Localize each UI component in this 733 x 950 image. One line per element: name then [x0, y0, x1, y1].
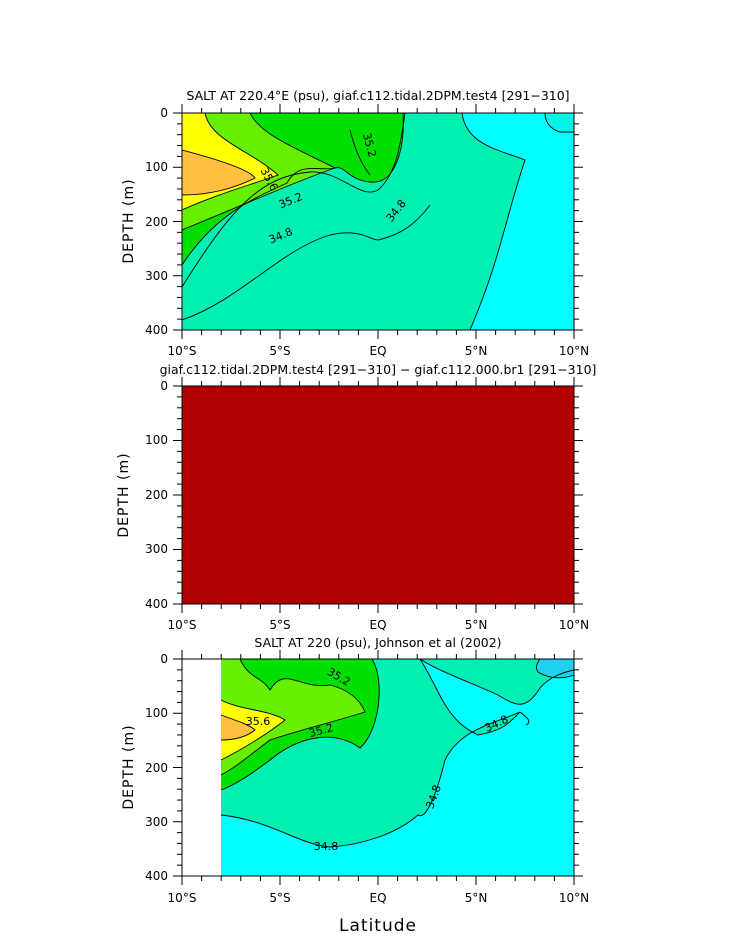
p3-ytick-0: 0 — [160, 652, 168, 666]
p1-ytick-400: 400 — [145, 323, 168, 337]
p3-contour-d — [220, 659, 380, 791]
p3-ytick-100: 100 — [145, 706, 168, 720]
panel1-title: SALT AT 220.4°E (psu), giaf.c112.tidal.2… — [186, 88, 569, 103]
panel3-title: SALT AT 220 (psu), Johnson et al (2002) — [254, 635, 501, 650]
p1-x-ticklabels: 10°S 5°S EQ 5°N 10°N — [168, 344, 590, 358]
panel-observed-salinity: SALT AT 220 (psu), Johnson et al (2002) … — [121, 635, 589, 936]
p3-band-34-8 — [221, 659, 574, 705]
p1-ytick-200: 200 — [145, 215, 168, 229]
p3-ylabel: DEPTH (m) — [121, 724, 137, 809]
p2-xtick-eq: EQ — [369, 618, 386, 632]
p3-contour-g — [536, 659, 574, 679]
p2-fill — [182, 386, 574, 604]
p3-ytick-200: 200 — [145, 761, 168, 775]
p1-contour-f — [461, 113, 526, 330]
p3-xlabel: Latitude — [339, 916, 417, 936]
p3-band-gt-35-6 — [221, 715, 255, 740]
p1-contour-h — [182, 204, 431, 321]
p2-ytick-300: 300 — [145, 542, 168, 556]
p1-band-gt-35-6 — [182, 150, 255, 195]
p2-y-ticklabels: 0 100 200 300 400 — [145, 379, 168, 611]
p1-contour-a — [182, 149, 256, 196]
p3-ytick-300: 300 — [145, 815, 168, 829]
p1-contour-g — [544, 113, 574, 133]
p3-contour-e — [220, 659, 521, 848]
p2-axes — [173, 377, 583, 613]
p3-contour-c — [220, 659, 366, 776]
p3-fill: 35.2 35.6 35.2 34.8 34.8 34.8 — [220, 659, 574, 876]
p1-band-34-8-cyan-patch — [512, 113, 574, 132]
p3-x-ticklabels: 10°S 5°S EQ 5°N 10°N — [168, 891, 590, 905]
p3-band-deep-cyan — [536, 659, 574, 678]
p3-label-6: 34.8 — [314, 840, 339, 853]
p1-ytick-0: 0 — [160, 106, 168, 120]
p2-ytick-0: 0 — [160, 379, 168, 393]
p2-ytick-100: 100 — [145, 433, 168, 447]
p3-band-35-4 — [221, 659, 365, 775]
p2-x-ticklabels: 10°S 5°S EQ 5°N 10°N — [168, 618, 590, 632]
p3-y-ticklabels: 0 100 200 300 400 — [145, 652, 168, 883]
panel-difference: giaf.c112.tidal.2DPM.test4 [291−310] − g… — [116, 362, 596, 632]
p2-xtick-10s: 10°S — [168, 618, 197, 632]
p3-axes — [173, 650, 583, 885]
p3-xtick-10s: 10°S — [168, 891, 197, 905]
p3-xtick-5s: 5°S — [269, 891, 290, 905]
p3-xtick-5n: 5°N — [465, 891, 488, 905]
p3-contour-b — [220, 699, 286, 761]
p3-ytick-400: 400 — [145, 869, 168, 883]
p1-ytick-100: 100 — [145, 160, 168, 174]
p3-contour-h — [519, 711, 530, 726]
p3-contour-f — [419, 659, 574, 705]
p1-label-2: 35.2 — [360, 132, 379, 159]
p3-xtick-eq: EQ — [369, 891, 386, 905]
p1-xtick-10s: 10°S — [168, 344, 197, 358]
p1-xtick-10n: 10°N — [559, 344, 589, 358]
p1-xtick-5n: 5°N — [465, 344, 488, 358]
p3-contour-a — [220, 714, 256, 741]
p1-axes — [173, 104, 583, 339]
p1-ytick-300: 300 — [145, 269, 168, 283]
p1-contour-i — [349, 129, 371, 176]
p1-contour-b — [182, 113, 279, 211]
p1-y-ticklabels: 0 100 200 300 400 — [145, 106, 168, 337]
p1-contour-e — [182, 113, 406, 288]
p2-xtick-5s: 5°S — [269, 618, 290, 632]
panel2-title: giaf.c112.tidal.2DPM.test4 [291−310] − g… — [160, 362, 597, 377]
p2-ytick-400: 400 — [145, 597, 168, 611]
p3-label-2: 35.6 — [246, 715, 271, 728]
p1-xtick-5s: 5°S — [269, 344, 290, 358]
p2-xtick-10n: 10°N — [559, 618, 589, 632]
p2-ytick-200: 200 — [145, 488, 168, 502]
p3-label-3: 35.2 — [308, 721, 335, 740]
p2-xtick-5n: 5°N — [465, 618, 488, 632]
p2-ylabel: DEPTH (m) — [116, 452, 132, 537]
p1-ylabel: DEPTH (m) — [121, 178, 137, 263]
panel-model-salinity: SALT AT 220.4°E (psu), giaf.c112.tidal.2… — [121, 88, 589, 358]
p3-xtick-10n: 10°N — [559, 891, 589, 905]
p1-xtick-eq: EQ — [369, 344, 386, 358]
panel1-fill: 35.6 35.2 35.2 34.8 34.8 — [182, 113, 574, 330]
